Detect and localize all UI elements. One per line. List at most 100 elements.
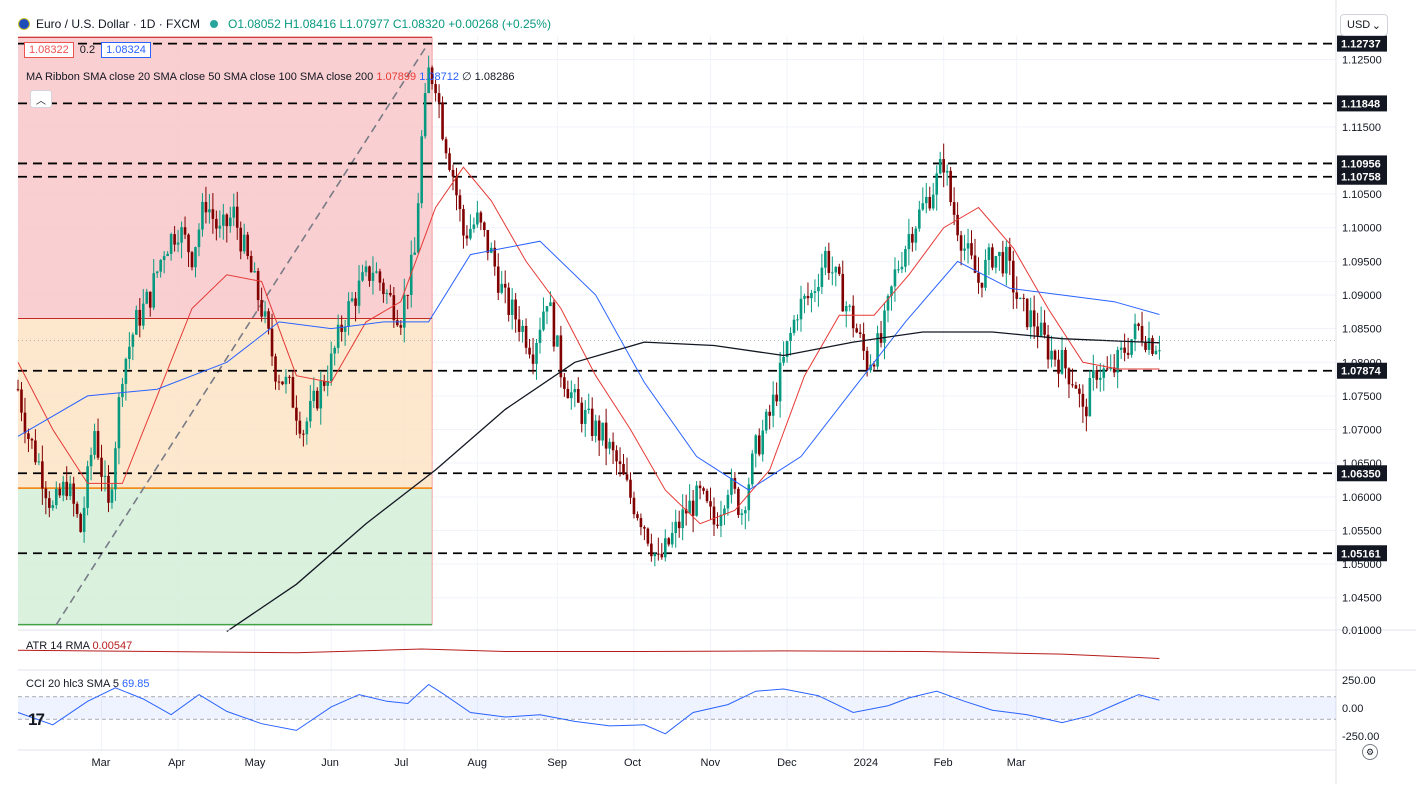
candle-body <box>827 250 831 273</box>
candle-body <box>336 324 340 348</box>
candle-body <box>114 448 117 490</box>
candle-body <box>472 224 476 229</box>
ask-price[interactable]: 1.08324 <box>101 42 151 58</box>
candle-body <box>357 280 361 306</box>
cci-value: 69.85 <box>122 678 150 690</box>
candle-body <box>148 291 152 308</box>
candle-body <box>754 435 758 454</box>
candle-body <box>973 255 977 273</box>
candle-body <box>813 291 817 293</box>
atr-line <box>17 648 1160 659</box>
candle-body <box>1057 359 1060 374</box>
candle-body <box>1085 406 1088 417</box>
tradingview-logo-icon[interactable]: 17 <box>28 710 45 729</box>
candle-body <box>1130 339 1133 355</box>
candle-body <box>218 225 222 229</box>
symbol-title[interactable]: Euro / U.S. Dollar · 1D · FXCM <box>36 17 201 31</box>
candle-body <box>803 295 806 299</box>
level-label: 1.11848 <box>1341 98 1380 110</box>
cci-legend[interactable]: CCI 20 hlc3 SMA 5 69.85 <box>26 678 150 690</box>
candle-body <box>841 273 845 312</box>
candle-body <box>96 431 100 458</box>
time-tick-label: Nov <box>701 757 721 769</box>
sma100-value: ∅ <box>462 71 472 83</box>
candle-body <box>521 325 524 332</box>
candle-body <box>340 324 343 332</box>
candle-body <box>757 435 761 455</box>
candle-body <box>476 212 479 225</box>
candle-body <box>93 431 96 455</box>
candle-body <box>1116 349 1119 373</box>
candle-body <box>848 305 852 307</box>
candle-body <box>576 389 580 403</box>
time-tick-label: Aug <box>467 757 487 769</box>
candle-body <box>945 170 949 173</box>
candle-body <box>135 309 138 335</box>
candle-body <box>1074 385 1078 389</box>
atr-legend[interactable]: ATR 14 RMA 0.00547 <box>26 640 132 652</box>
candle-body <box>1158 350 1161 352</box>
candle-body <box>535 342 538 364</box>
candle-body <box>573 389 577 393</box>
candle-body <box>590 408 594 437</box>
candle-body <box>500 283 504 293</box>
candle-body <box>239 227 243 252</box>
candle-body <box>302 433 305 435</box>
time-tick-label: Mar <box>92 757 111 769</box>
candle-body <box>253 270 256 273</box>
candle-body <box>782 356 785 363</box>
candle-body <box>991 247 994 268</box>
candle-body <box>998 252 1001 257</box>
candle-body <box>187 234 190 253</box>
candle-body <box>1067 368 1071 385</box>
candle-body <box>966 243 970 249</box>
candle-body <box>208 209 211 213</box>
ma-ribbon-legend[interactable]: MA Ribbon SMA close 20 SMA close 50 SMA … <box>26 70 514 83</box>
candle-body <box>368 266 371 281</box>
candle-body <box>65 481 69 497</box>
currency-label: USD <box>1347 19 1371 31</box>
candle-body <box>1046 334 1050 360</box>
candle-body <box>246 234 249 257</box>
time-tick-label: Mar <box>1007 757 1026 769</box>
candle-body <box>1144 341 1147 350</box>
time-tick-label: Apr <box>168 757 185 769</box>
candle-body <box>169 234 173 254</box>
sma50-line <box>17 240 1160 491</box>
candle-body <box>121 383 124 398</box>
candle-body <box>503 283 507 288</box>
fib-zone-lower <box>18 488 433 625</box>
candle-body <box>232 206 236 218</box>
candle-body <box>441 102 444 140</box>
candle-body <box>260 300 263 317</box>
candle-body <box>570 392 573 399</box>
candle-body <box>1119 347 1123 350</box>
candle-body <box>194 247 197 268</box>
candle-body <box>469 228 472 239</box>
candle-body <box>510 299 514 315</box>
collapse-legend-button[interactable]: ︿ <box>30 90 52 108</box>
candle-body <box>528 347 531 355</box>
bid-ask-box[interactable]: 1.08322 0.2 1.08324 <box>24 42 151 58</box>
candle-body <box>677 521 681 529</box>
candle-body <box>942 159 945 173</box>
candle-body <box>274 356 277 382</box>
level-label-bg <box>1337 155 1387 172</box>
price-tick-label: 1.07000 <box>1342 425 1382 437</box>
candle-body <box>1036 326 1039 336</box>
candle-body <box>343 326 347 332</box>
currency-selector[interactable]: USD ⌄ <box>1340 14 1388 36</box>
bid-price[interactable]: 1.08322 <box>24 42 74 58</box>
candle-body <box>566 388 570 399</box>
candle-body <box>959 235 963 251</box>
level-label-bg <box>1337 465 1387 482</box>
candle-body <box>817 286 820 292</box>
candle-body <box>1133 323 1137 340</box>
candle-body <box>549 302 552 307</box>
candle-body <box>657 553 660 555</box>
settings-icon[interactable]: ⚙ <box>1362 744 1378 760</box>
time-tick-label: Oct <box>624 757 641 769</box>
candle-body <box>322 380 326 386</box>
cci-tick-label: 0.00 <box>1342 703 1363 715</box>
